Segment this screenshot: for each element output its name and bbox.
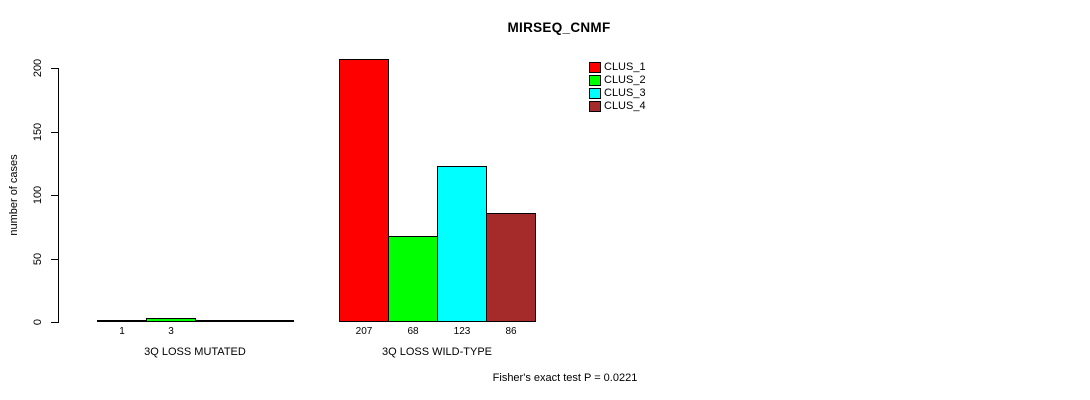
- legend-item-CLUS_2: CLUS_2: [589, 74, 646, 87]
- legend-item-CLUS_3: CLUS_3: [589, 87, 646, 100]
- y-axis-tick-label-200: 200: [32, 58, 44, 78]
- legend-label-CLUS_3: CLUS_3: [604, 87, 646, 99]
- legend-swatch-CLUS_4: [589, 101, 601, 112]
- bar-value-label-CLUS_1-group2: 207: [355, 326, 373, 337]
- bar-value-label-CLUS_4-group2: 86: [505, 326, 517, 337]
- x-group-label-2: 3Q LOSS WILD-TYPE: [381, 346, 493, 358]
- bar-value-label-CLUS_2-group2: 68: [407, 326, 419, 337]
- y-axis-tick-label-100: 100: [32, 185, 44, 205]
- zero-bar-CLUS_3-group1: [195, 320, 245, 322]
- legend-swatch-CLUS_2: [589, 75, 601, 86]
- zero-bar-CLUS_4-group1: [244, 320, 294, 322]
- y-axis-tick-50: [51, 259, 58, 260]
- y-axis-tick-label-0: 0: [32, 318, 44, 326]
- legend-item-CLUS_4: CLUS_4: [589, 100, 646, 113]
- bar-CLUS_4-group2: [486, 213, 536, 322]
- x-group-label-1: 3Q LOSS MUTATED: [144, 346, 246, 358]
- bar-value-label-CLUS_2-group1: 3: [168, 326, 174, 337]
- y-axis-line: [58, 68, 59, 323]
- bar-CLUS_1-group2: [339, 59, 389, 322]
- y-axis-tick-0: [51, 322, 58, 323]
- y-axis-title: number of cases: [8, 154, 20, 236]
- legend-item-CLUS_1: CLUS_1: [589, 61, 646, 74]
- y-axis-tick-label-50: 50: [32, 252, 44, 266]
- legend: CLUS_1 CLUS_2 CLUS_3 CLUS_4: [589, 61, 646, 113]
- legend-swatch-CLUS_3: [589, 88, 601, 99]
- fisher-test-annotation: Fisher's exact test P = 0.0221: [492, 372, 638, 384]
- y-axis-tick-label-150: 150: [32, 122, 44, 142]
- chart-title: MIRSEQ_CNMF: [507, 20, 611, 35]
- bar-CLUS_3-group2: [437, 166, 487, 322]
- y-axis-tick-150: [51, 132, 58, 133]
- legend-label-CLUS_4: CLUS_4: [604, 100, 646, 112]
- bar-CLUS_1-group1: [97, 320, 147, 322]
- bar-CLUS_2-group2: [388, 236, 438, 322]
- legend-label-CLUS_2: CLUS_2: [604, 74, 646, 86]
- legend-label-CLUS_1: CLUS_1: [604, 61, 646, 73]
- y-axis-tick-100: [51, 195, 58, 196]
- legend-swatch-CLUS_1: [589, 62, 601, 73]
- bar-value-label-CLUS_1-group1: 1: [119, 326, 125, 337]
- bar-value-label-CLUS_3-group2: 123: [453, 326, 471, 337]
- y-axis-tick-200: [51, 68, 58, 69]
- bar-CLUS_2-group1: [146, 318, 196, 322]
